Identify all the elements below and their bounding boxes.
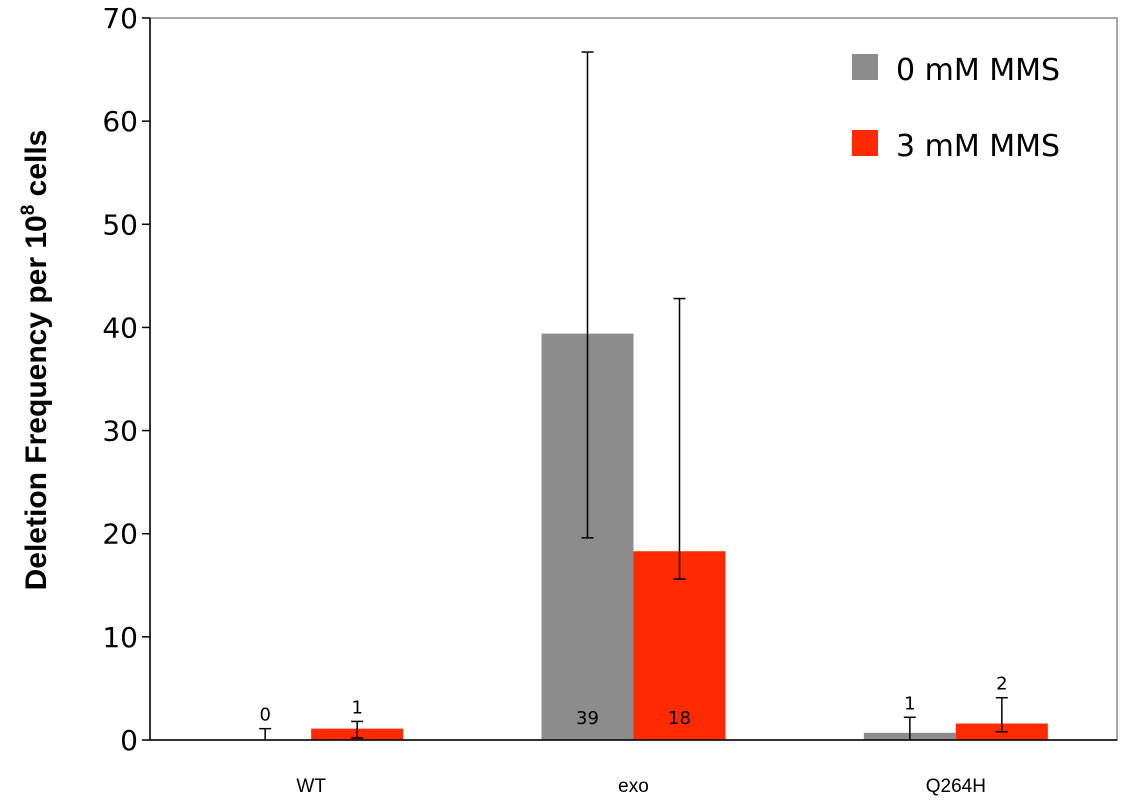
- y-tick-label: 30: [102, 415, 138, 448]
- x-category-label: Q264H: [926, 776, 986, 797]
- legend-label: 0 mM MMS: [896, 53, 1060, 88]
- y-tick-label: 70: [102, 2, 138, 35]
- legend-swatch: [852, 54, 878, 80]
- legend-swatch: [852, 130, 878, 156]
- y-axis-title-main: Deletion Frequency per 10: [20, 215, 53, 590]
- y-tick-label: 10: [102, 621, 138, 654]
- y-tick-label: 20: [102, 518, 138, 551]
- data-label: 0: [259, 705, 270, 726]
- bar: [633, 551, 726, 740]
- y-axis-title-suffix: cells: [20, 130, 53, 205]
- y-tick-label: 60: [102, 105, 138, 138]
- x-category-label: WT: [296, 776, 326, 797]
- y-tick-label: 40: [102, 311, 138, 344]
- error-bars: [259, 51, 1008, 740]
- y-tick-label: 0: [120, 724, 138, 757]
- legend-label: 3 mM MMS: [896, 129, 1060, 164]
- x-category-label: exo: [618, 776, 649, 797]
- x-axis: WT exo Q264H: [150, 739, 1117, 797]
- y-tick-label: 50: [102, 208, 138, 241]
- legend: 0 mM MMS 3 mM MMS: [852, 53, 1060, 164]
- y-axis-title-superscript: 8: [18, 205, 39, 216]
- data-label: 1: [904, 693, 915, 714]
- data-labels: 0 1 39 18 1 2: [259, 674, 1007, 729]
- data-label: 18: [668, 708, 691, 729]
- data-label: 1: [351, 697, 362, 718]
- data-label: 2: [996, 674, 1007, 695]
- y-axis-title: Deletion Frequency per 108 cells: [18, 130, 53, 591]
- data-label: 39: [576, 708, 599, 729]
- y-axis: 0 10 20 30 40 50 60 70: [102, 2, 151, 757]
